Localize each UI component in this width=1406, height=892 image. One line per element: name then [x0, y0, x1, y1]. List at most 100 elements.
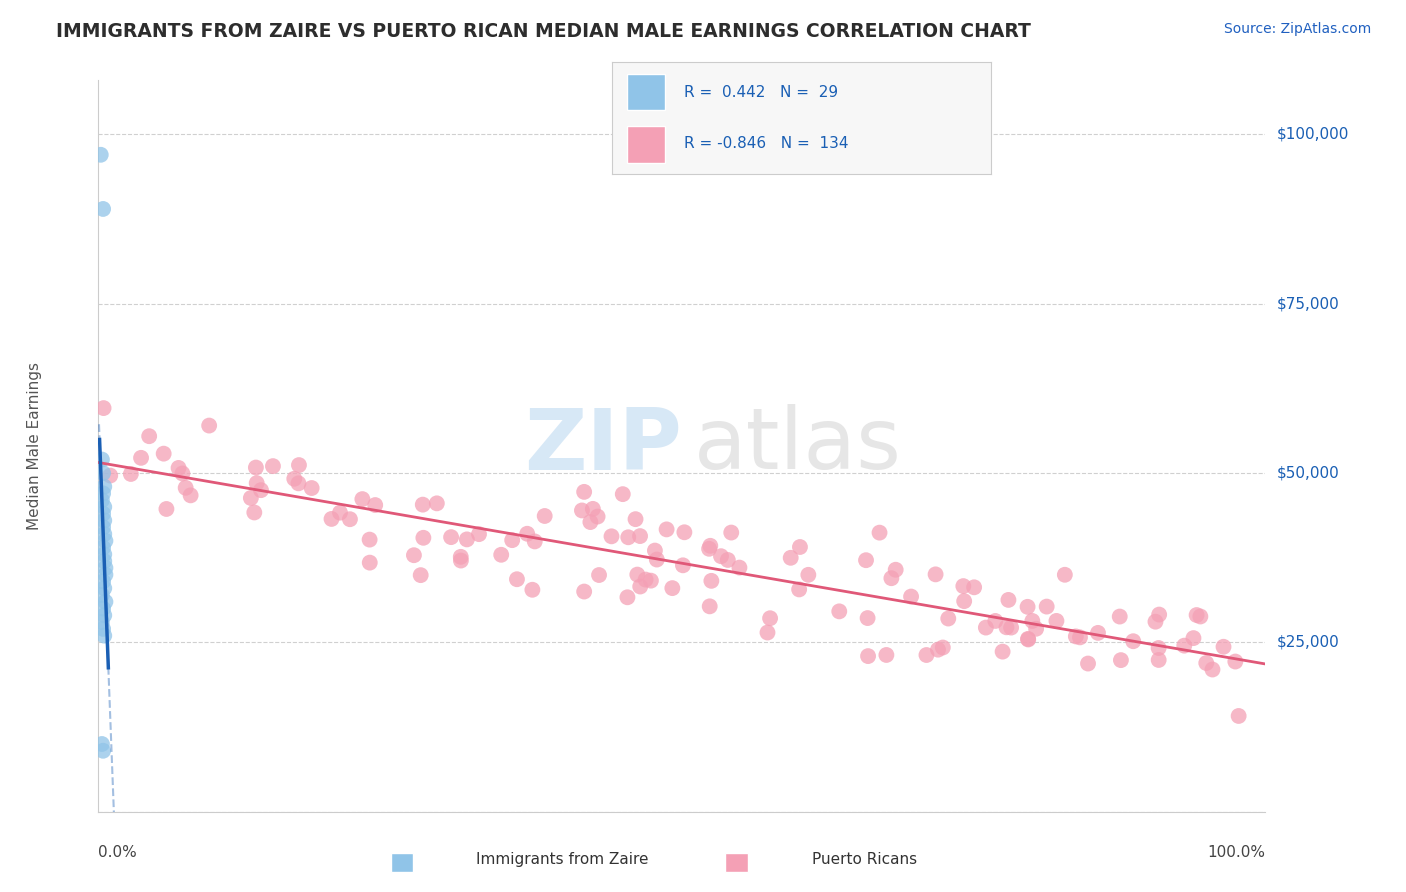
Point	[138, 429, 160, 443]
Point	[644, 543, 666, 558]
Point	[129, 450, 152, 465]
Point	[628, 529, 651, 543]
Point	[699, 539, 721, 553]
Point	[579, 515, 602, 529]
Point	[634, 573, 657, 587]
Text: ZIP: ZIP	[524, 404, 682, 488]
Point	[329, 506, 352, 520]
Point	[90, 493, 112, 508]
Text: Source: ZipAtlas.com: Source: ZipAtlas.com	[1223, 22, 1371, 37]
Point	[1173, 639, 1195, 653]
Point	[93, 608, 115, 623]
Point	[339, 512, 361, 526]
Point	[1144, 615, 1167, 629]
Point	[364, 498, 387, 512]
Point	[572, 484, 595, 499]
Bar	[627, 126, 665, 162]
Point	[856, 611, 879, 625]
Text: $50,000: $50,000	[1277, 466, 1340, 481]
Point	[468, 527, 491, 541]
Point	[90, 148, 112, 162]
Point	[1035, 599, 1057, 614]
Text: $25,000: $25,000	[1277, 635, 1340, 650]
Point	[1147, 607, 1170, 622]
Point	[1227, 709, 1250, 723]
Point	[91, 574, 114, 589]
Point	[1108, 609, 1130, 624]
Point	[588, 568, 610, 582]
Point	[516, 526, 538, 541]
Point	[869, 525, 891, 540]
Point	[91, 744, 114, 758]
Point	[456, 533, 478, 547]
Text: IMMIGRANTS FROM ZAIRE VS PUERTO RICAN MEDIAN MALE EARNINGS CORRELATION CHART: IMMIGRANTS FROM ZAIRE VS PUERTO RICAN ME…	[56, 22, 1031, 41]
Point	[779, 550, 801, 565]
Point	[756, 625, 779, 640]
Text: 100.0%: 100.0%	[1208, 845, 1265, 860]
Point	[1147, 640, 1170, 655]
Point	[1212, 640, 1234, 654]
Point	[359, 556, 381, 570]
Point	[412, 531, 434, 545]
Point	[98, 468, 121, 483]
Point	[572, 584, 595, 599]
Point	[522, 582, 544, 597]
Point	[673, 525, 696, 540]
Point	[953, 594, 976, 608]
Point	[927, 642, 949, 657]
Point	[533, 508, 555, 523]
Point	[172, 467, 194, 481]
Point	[243, 506, 266, 520]
Text: Immigrants from Zaire: Immigrants from Zaire	[477, 853, 648, 867]
Point	[91, 486, 114, 500]
Point	[728, 560, 751, 574]
Point	[1087, 626, 1109, 640]
Point	[93, 480, 115, 494]
Point	[759, 611, 782, 625]
Point	[489, 548, 512, 562]
Point	[936, 611, 959, 625]
Point	[120, 467, 142, 481]
Point	[828, 604, 851, 618]
Point	[1017, 632, 1039, 646]
Point	[1109, 653, 1132, 667]
Text: $100,000: $100,000	[1277, 127, 1348, 142]
Point	[239, 491, 262, 505]
Point	[352, 492, 374, 507]
Point	[1017, 599, 1039, 614]
Point	[91, 601, 114, 615]
Point	[1195, 656, 1218, 670]
Text: R =  0.442   N =  29: R = 0.442 N = 29	[683, 85, 838, 100]
Point	[710, 549, 733, 564]
Bar	[627, 74, 665, 111]
Point	[94, 567, 117, 582]
Point	[412, 498, 434, 512]
Point	[655, 522, 678, 536]
Point	[571, 503, 593, 517]
Point	[93, 500, 115, 514]
Point	[991, 645, 1014, 659]
Point	[91, 520, 114, 534]
Text: $75,000: $75,000	[1277, 296, 1340, 311]
Point	[402, 548, 425, 562]
Point	[91, 507, 114, 521]
Point	[717, 553, 740, 567]
Point	[963, 580, 986, 594]
Point	[1000, 621, 1022, 635]
Point	[720, 525, 742, 540]
Point	[90, 615, 112, 629]
Point	[93, 527, 115, 541]
Point	[1147, 653, 1170, 667]
Point	[523, 534, 546, 549]
Point	[91, 622, 114, 636]
Point	[600, 529, 623, 543]
Point	[91, 466, 114, 480]
Point	[91, 541, 114, 555]
Point	[1077, 657, 1099, 671]
Point	[880, 571, 903, 585]
Point	[699, 599, 721, 614]
Point	[672, 558, 695, 573]
Point	[90, 452, 112, 467]
Point	[246, 476, 269, 491]
Point	[152, 447, 174, 461]
